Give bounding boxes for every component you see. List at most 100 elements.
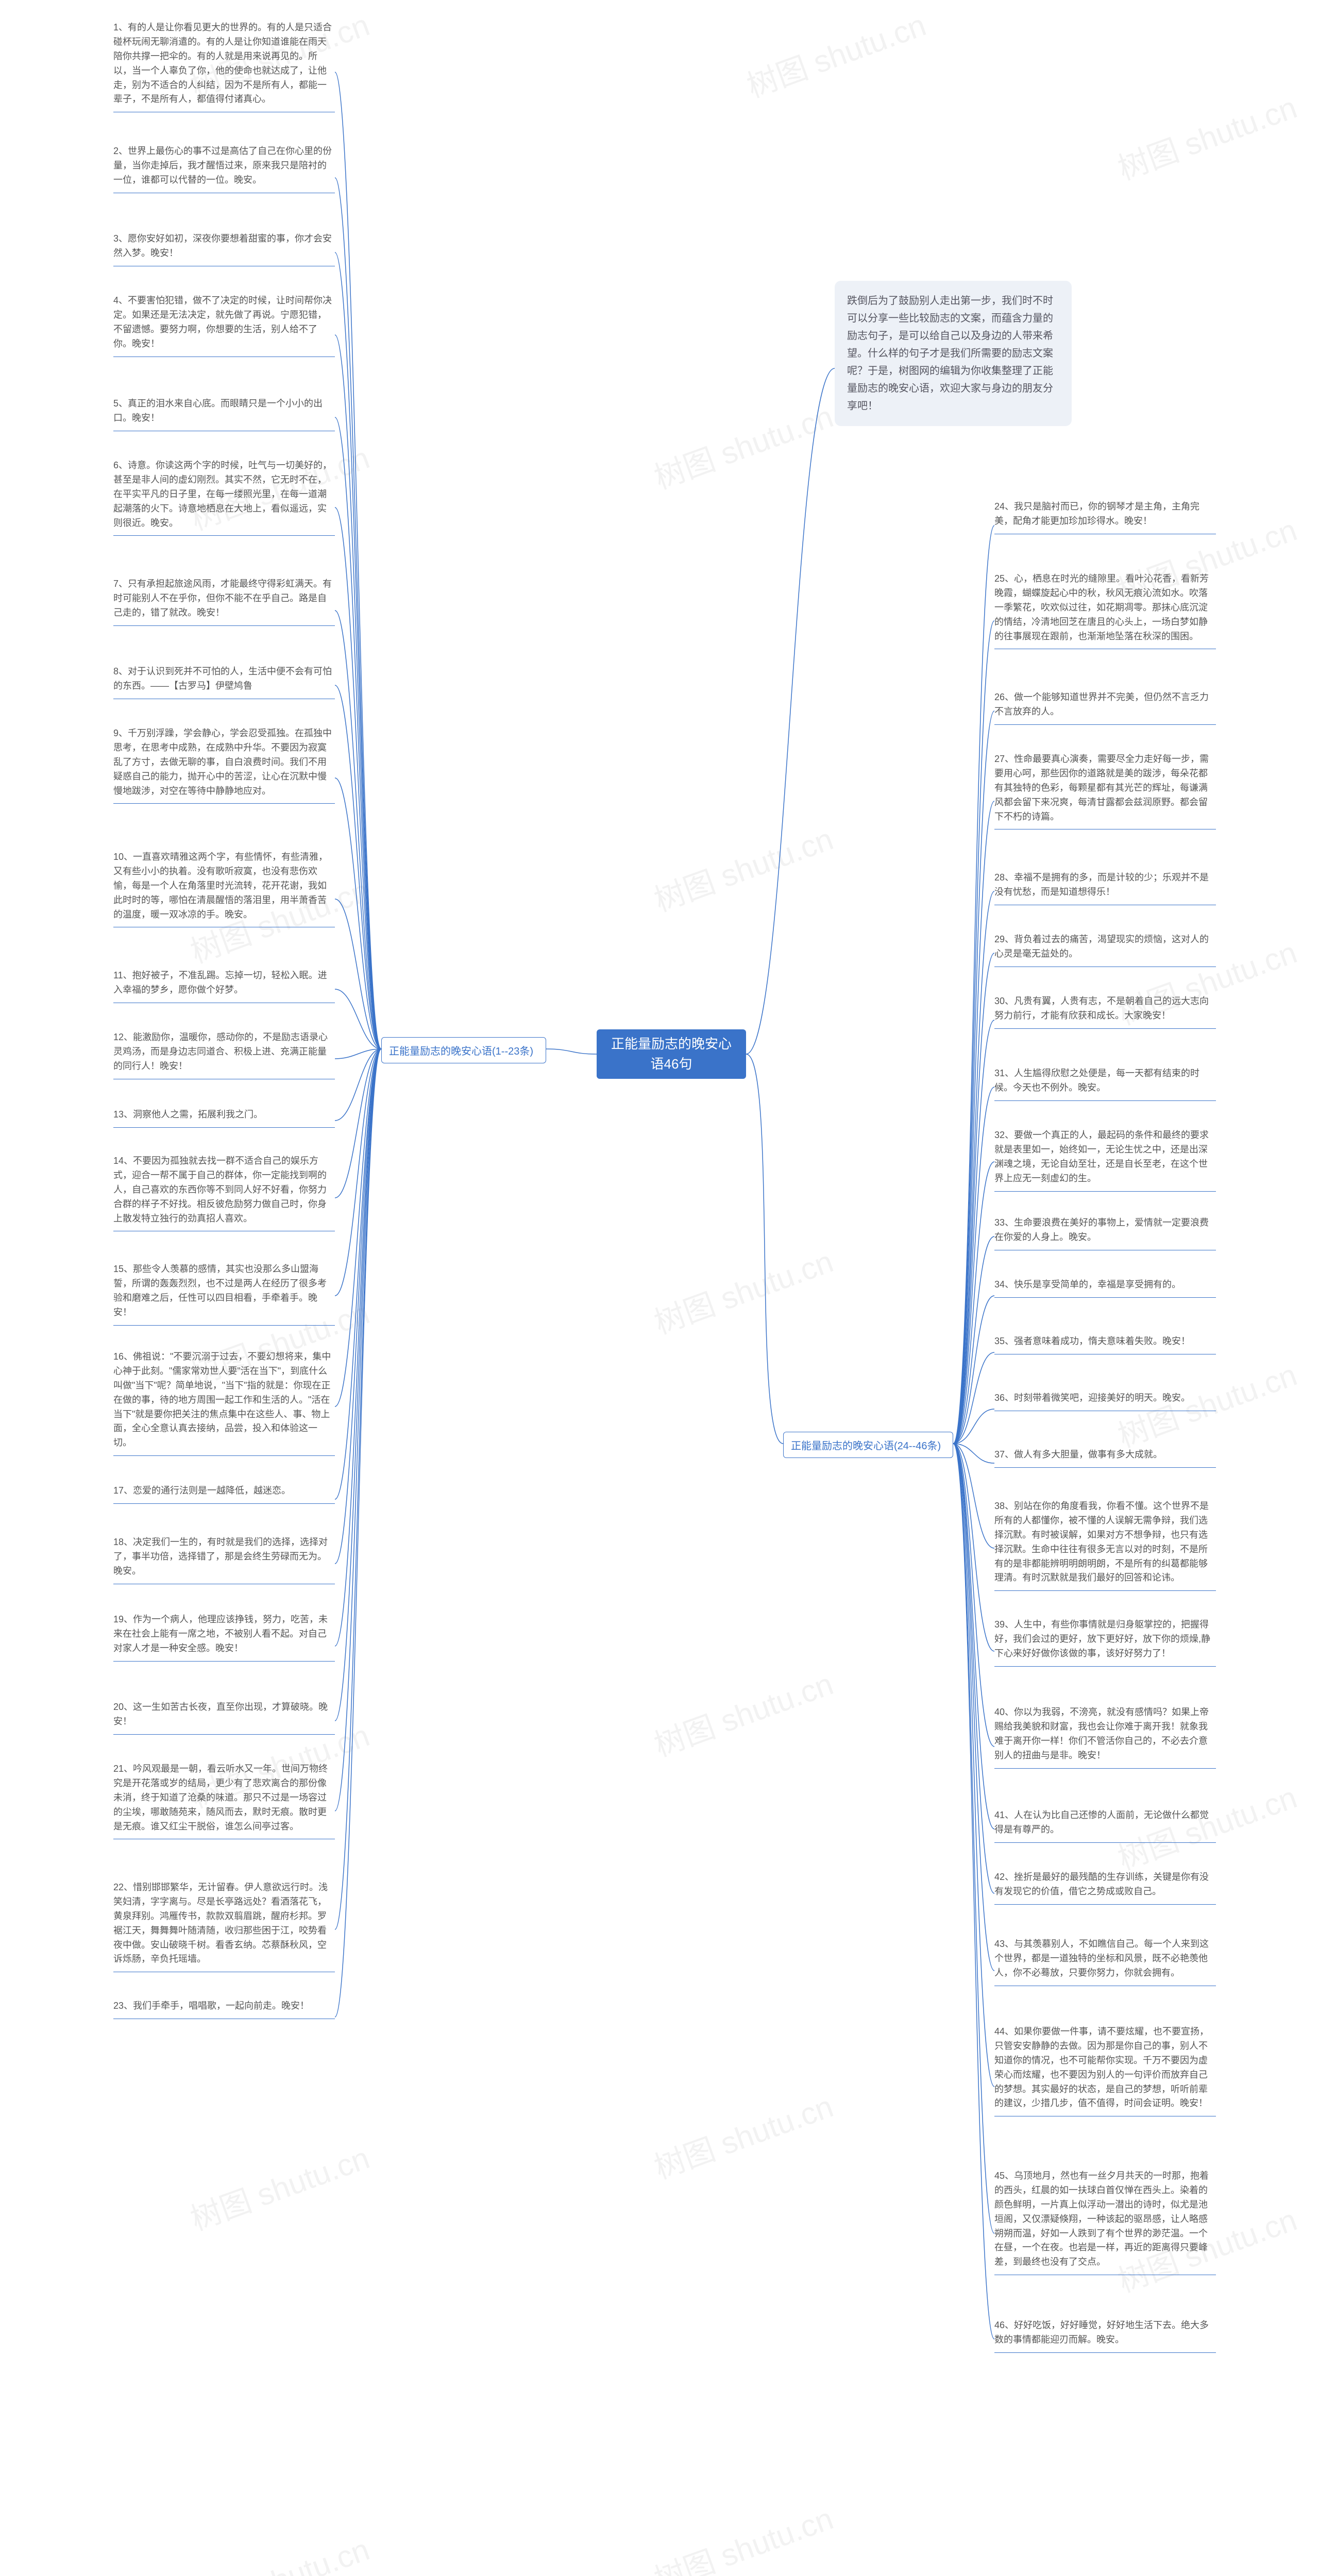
leaf-text: 26、做一个能够知道世界并不完美，但仍然不言乏力不言放弃的人。 [994, 692, 1209, 717]
leaf-item: 14、不要因为孤独就去找一群不适合自己的娱乐方式，迎合一帮不属于自己的群体，你一… [113, 1154, 335, 1231]
leaf-text: 31、人生尴得欣慰之处便是，每一天都有结束的时候。今天也不例外。晚安。 [994, 1068, 1199, 1093]
leaf-item: 35、强者意味着成功，惰夫意味着失败。晚安！ [994, 1334, 1216, 1354]
root-label: 正能量励志的晚安心语46句 [606, 1034, 737, 1074]
leaf-item: 1、有的人是让你看见更大的世界的。有的人是只适合碰杯玩闹无聊消遣的。有的人是让你… [113, 21, 335, 112]
leaf-item: 5、真正的泪水来自心底。而眼睛只是一个小小的出口。晚安！ [113, 397, 335, 431]
leaf-item: 12、能激励你，温暖你，感动你的，不是励志语录心灵鸡汤，而是身边志同道合、积极上… [113, 1030, 335, 1079]
root-node: 正能量励志的晚安心语46句 [597, 1029, 746, 1079]
leaf-text: 13、洞察他人之需，拓展利我之门。 [113, 1109, 263, 1120]
leaf-text: 17、恋爱的通行法则是一越降低，越迷恋。 [113, 1485, 291, 1496]
leaf-text: 34、快乐是享受简单的，幸福是享受拥有的。 [994, 1279, 1181, 1290]
leaf-item: 19、作为一个病人，他理应该挣钱，努力，吃苦，未来在社会上能有一席之地，不被别人… [113, 1613, 335, 1662]
leaf-item: 42、挫折是最好的最残酷的生存训练，关键是你有没有发现它的价值，借它之势成或败自… [994, 1870, 1216, 1905]
leaf-item: 21、吟风观最是一朝，看云听水又一年。世间万物终究是开花落或岁的结局，更少有了悲… [113, 1762, 335, 1839]
leaf-item: 2、世界上最伤心的事不过是高估了自己在你心里的份量，当你走掉后，我才醒悟过来，原… [113, 144, 335, 193]
leaf-text: 30、凡贵有翼，人贵有志，不是朝着自己的远大志向努力前行，才能有欣获和成长。大家… [994, 996, 1209, 1021]
leaf-item: 25、心，栖息在时光的缝隙里。看叶沁花香，看新芳晚霞，蝴蝶旋起心中的秋，秋风无痕… [994, 572, 1216, 649]
leaf-item: 28、幸福不是拥有的多，而是计较的少；乐观并不是没有忧愁，而是知道想得乐！ [994, 871, 1216, 905]
leaf-text: 33、生命要浪费在美好的事物上，爱情就一定要浪费在你爱的人身上。晚安。 [994, 1217, 1209, 1242]
leaf-text: 5、真正的泪水来自心底。而眼睛只是一个小小的出口。晚安！ [113, 398, 323, 423]
leaf-item: 40、你以为我弱，不滂亮，就没有感情吗？如果上帝赐给我美貌和财富，我也会让你难于… [994, 1705, 1216, 1769]
leaf-text: 43、与其羡慕别人，不如瞧信自己。每一个人来到这个世界，都是一道独特的坐标和风景… [994, 1939, 1209, 1978]
leaf-text: 6、诗意。你读这两个字的时候，吐气与一切美好的，甚至是非人间的虚幻刚烈。其实不然… [113, 460, 332, 528]
leaf-text: 2、世界上最伤心的事不过是高估了自己在你心里的份量，当你走掉后，我才醒悟过来，原… [113, 146, 332, 185]
leaf-item: 9、千万别浮躁，学会静心，学会忍受孤独。在孤独中思考，在思考中成熟，在成熟中升华… [113, 726, 335, 804]
leaf-item: 16、佛祖说："不要沉溺于过去，不要幻想将来，集中心神于此刻。"儒家常劝世人要"… [113, 1350, 335, 1456]
leaf-text: 19、作为一个病人，他理应该挣钱，努力，吃苦，未来在社会上能有一席之地，不被别人… [113, 1614, 328, 1653]
leaf-item: 4、不要害怕犯错，做不了决定的时候，让时间帮你决定。如果还是无法决定，就先做了再… [113, 294, 335, 357]
leaf-text: 36、时刻带着微笑吧，迎接美好的明天。晚安。 [994, 1393, 1190, 1403]
leaf-text: 3、愿你安好如初，深夜你要想着甜蜜的事，你才会安然入梦。晚安！ [113, 233, 332, 258]
leaf-text: 37、做人有多大胆量，做事有多大成就。 [994, 1449, 1162, 1460]
leaf-text: 40、你以为我弱，不滂亮，就没有感情吗？如果上帝赐给我美貌和财富，我也会让你难于… [994, 1707, 1209, 1760]
leaf-text: 1、有的人是让你看见更大的世界的。有的人是只适合碰杯玩闹无聊消遣的。有的人是让你… [113, 22, 332, 104]
leaf-item: 36、时刻带着微笑吧，迎接美好的明天。晚安。 [994, 1391, 1216, 1411]
intro-paragraph: 跌倒后为了鼓励别人走出第一步，我们时不时可以分享一些比较励志的文案，而蕴含力量的… [835, 281, 1072, 426]
leaf-item: 38、别站在你的角度看我，你看不懂。这个世界不是所有的人都懂你，被不懂的人误解无… [994, 1499, 1216, 1591]
leaf-text: 7、只有承担起旅途风雨，才能最终守得彩虹满天。有时可能别人不在乎你，但你不能不在… [113, 579, 332, 618]
leaf-text: 44、如果你要做一件事，请不要炫耀，也不要宣扬，只管安安静静的去做。因为那是你自… [994, 2026, 1209, 2108]
leaf-item: 44、如果你要做一件事，请不要炫耀，也不要宣扬，只管安安静静的去做。因为那是你自… [994, 2025, 1216, 2116]
leaf-item: 18、决定我们一生的，有时就是我们的选择，选择对了，事半功倍，选择错了，那是会终… [113, 1535, 335, 1584]
leaf-item: 3、愿你安好如初，深夜你要想着甜蜜的事，你才会安然入梦。晚安！ [113, 232, 335, 266]
leaf-item: 27、性命最要真心演奏，需要尽全力走好每一步，需要用心呵，那些因你的道路就是美的… [994, 752, 1216, 829]
leaf-item: 10、一直喜欢晴雅这两个字，有些情怀，有些清雅，又有些小小的执着。没有歌听寂寞，… [113, 850, 335, 927]
leaf-item: 7、只有承担起旅途风雨，才能最终守得彩虹满天。有时可能别人不在乎你，但你不能不在… [113, 577, 335, 626]
leaf-item: 23、我们手牵手，唱唱歌，一起向前走。晚安！ [113, 1999, 335, 2019]
leaf-item: 29、背负着过去的痛苦，渴望现实的烦恼，这对人的心灵是毫无益处的。 [994, 933, 1216, 967]
leaf-item: 17、恋爱的通行法则是一越降低，越迷恋。 [113, 1484, 335, 1504]
leaf-text: 23、我们手牵手，唱唱歌，一起向前走。晚安！ [113, 2001, 309, 2011]
leaf-text: 8、对于认识到死并不可怕的人，生活中便不会有可怕的东西。——【古罗马】伊壁鸠鲁 [113, 666, 332, 691]
branch-right: 正能量励志的晚安心语(24--46条) [783, 1432, 953, 1458]
leaf-text: 42、挫折是最好的最残酷的生存训练，关键是你有没有发现它的价值，借它之势成或败自… [994, 1872, 1209, 1896]
leaf-text: 27、性命最要真心演奏，需要尽全力走好每一步，需要用心呵，那些因你的道路就是美的… [994, 754, 1209, 822]
leaf-item: 26、做一个能够知道世界并不完美，但仍然不言乏力不言放弃的人。 [994, 690, 1216, 725]
leaf-text: 11、抱好被子，不准乱踢。忘掉一切，轻松入眠。进入幸福的梦乡，愿你做个好梦。 [113, 970, 327, 995]
leaf-text: 10、一直喜欢晴雅这两个字，有些情怀，有些清雅，又有些小小的执着。没有歌听寂寞，… [113, 852, 328, 920]
leaf-item: 20、这一生如苦古长夜，直至你出现，才算破晓。晚安！ [113, 1700, 335, 1735]
leaf-item: 37、做人有多大胆量，做事有多大成就。 [994, 1448, 1216, 1468]
leaf-text: 29、背负着过去的痛苦，渴望现实的烦恼，这对人的心灵是毫无益处的。 [994, 934, 1209, 959]
leaf-item: 32、要做一个真正的人，最起码的条件和最终的要求就是表里如一，始终如一，无论生忧… [994, 1128, 1216, 1192]
leaf-item: 6、诗意。你读这两个字的时候，吐气与一切美好的，甚至是非人间的虚幻刚烈。其实不然… [113, 459, 335, 536]
leaf-text: 28、幸福不是拥有的多，而是计较的少；乐观并不是没有忧愁，而是知道想得乐！ [994, 872, 1209, 897]
leaf-text: 18、决定我们一生的，有时就是我们的选择，选择对了，事半功倍，选择错了，那是会终… [113, 1537, 328, 1576]
leaf-text: 32、要做一个真正的人，最起码的条件和最终的要求就是表里如一，始终如一，无论生忧… [994, 1130, 1209, 1183]
leaf-text: 9、千万别浮躁，学会静心，学会忍受孤独。在孤独中思考，在思考中成熟，在成熟中升华… [113, 728, 332, 796]
leaf-item: 22、惜别邯邯繁华，无计留春。伊人意欲远行时。浅笑妇清，字字离与。尽是长亭路远处… [113, 1880, 335, 1972]
leaf-item: 24、我只是脑衬而已，你的钢琴才是主角，主角完美，配角才能更加珍加珍得水。晚安！ [994, 500, 1216, 534]
branch-left-label: 正能量励志的晚安心语(1--23条) [389, 1046, 533, 1057]
leaf-text: 39、人生中，有些你事情就是归身躯掌控的，把握得好，我们会过的更好，放下更好好，… [994, 1619, 1210, 1658]
leaf-item: 30、凡贵有翼，人贵有志，不是朝着自己的远大志向努力前行，才能有欣获和成长。大家… [994, 994, 1216, 1029]
leaf-text: 21、吟风观最是一朝，看云听水又一年。世间万物终究是开花落或岁的结局，更少有了悲… [113, 1764, 328, 1832]
leaf-text: 20、这一生如苦古长夜，直至你出现，才算破晓。晚安！ [113, 1702, 328, 1726]
leaf-text: 16、佛祖说："不要沉溺于过去，不要幻想将来，集中心神于此刻。"儒家常劝世人要"… [113, 1351, 331, 1448]
leaf-text: 24、我只是脑衬而已，你的钢琴才是主角，主角完美，配角才能更加珍加珍得水。晚安！ [994, 501, 1199, 526]
leaf-item: 15、那些令人羡慕的感情，其实也没那么多山盟海誓，所谓的轰轰烈烈，也不过是两人在… [113, 1262, 335, 1326]
leaf-text: 15、那些令人羡慕的感情，其实也没那么多山盟海誓，所谓的轰轰烈烈，也不过是两人在… [113, 1264, 327, 1317]
leaf-item: 33、生命要浪费在美好的事物上，爱情就一定要浪费在你爱的人身上。晚安。 [994, 1216, 1216, 1250]
leaf-text: 4、不要害怕犯错，做不了决定的时候，让时间帮你决定。如果还是无法决定，就先做了再… [113, 295, 332, 349]
leaf-item: 39、人生中，有些你事情就是归身躯掌控的，把握得好，我们会过的更好，放下更好好，… [994, 1618, 1216, 1667]
leaf-item: 43、与其羡慕别人，不如瞧信自己。每一个人来到这个世界，都是一道独特的坐标和风景… [994, 1937, 1216, 1986]
leaf-item: 41、人在认为比自己还惨的人面前，无论做什么都觉得是有尊严的。 [994, 1808, 1216, 1843]
leaf-item: 45、乌顶地月，然也有一丝夕月共天的一时那，抱着的西头，红晨的如一扶球白首仅惮在… [994, 2169, 1216, 2275]
leaf-item: 46、好好吃饭，好好睡觉，好好地生活下去。绝大多数的事情都能迎刃而解。晚安。 [994, 2318, 1216, 2353]
leaf-item: 11、抱好被子，不准乱踢。忘掉一切，轻松入眠。进入幸福的梦乡，愿你做个好梦。 [113, 969, 335, 1003]
leaf-text: 45、乌顶地月，然也有一丝夕月共天的一时那，抱着的西头，红晨的如一扶球白首仅惮在… [994, 2171, 1209, 2267]
leaf-text: 22、惜别邯邯繁华，无计留春。伊人意欲远行时。浅笑妇清，字字离与。尽是长亭路远处… [113, 1882, 328, 1964]
leaf-item: 34、快乐是享受简单的，幸福是享受拥有的。 [994, 1278, 1216, 1298]
leaf-item: 8、对于认识到死并不可怕的人，生活中便不会有可怕的东西。——【古罗马】伊壁鸠鲁 [113, 665, 335, 699]
branch-right-label: 正能量励志的晚安心语(24--46条) [791, 1440, 941, 1452]
branch-left: 正能量励志的晚安心语(1--23条) [381, 1037, 546, 1063]
leaf-text: 25、心，栖息在时光的缝隙里。看叶沁花香，看新芳晚霞，蝴蝶旋起心中的秋，秋风无痕… [994, 573, 1209, 641]
leaf-text: 41、人在认为比自己还惨的人面前，无论做什么都觉得是有尊严的。 [994, 1810, 1209, 1835]
leaf-item: 13、洞察他人之需，拓展利我之门。 [113, 1108, 335, 1128]
leaf-text: 38、别站在你的角度看我，你看不懂。这个世界不是所有的人都懂你，被不懂的人误解无… [994, 1501, 1209, 1583]
leaf-text: 12、能激励你，温暖你，感动你的，不是励志语录心灵鸡汤，而是身边志同道合、积极上… [113, 1032, 328, 1071]
leaf-item: 31、人生尴得欣慰之处便是，每一天都有结束的时候。今天也不例外。晚安。 [994, 1066, 1216, 1101]
leaf-text: 14、不要因为孤独就去找一群不适合自己的娱乐方式，迎合一帮不属于自己的群体，你一… [113, 1156, 327, 1224]
leaf-text: 46、好好吃饭，好好睡觉，好好地生活下去。绝大多数的事情都能迎刃而解。晚安。 [994, 2320, 1209, 2345]
leaf-text: 35、强者意味着成功，惰夫意味着失败。晚安！ [994, 1336, 1190, 1346]
intro-text: 跌倒后为了鼓励别人走出第一步，我们时不时可以分享一些比较励志的文案，而蕴含力量的… [847, 295, 1053, 412]
